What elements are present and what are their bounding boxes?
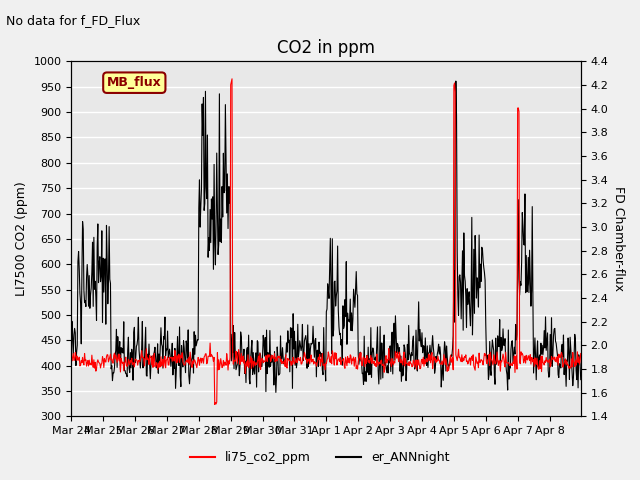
Text: MB_flux: MB_flux	[107, 76, 162, 89]
Y-axis label: LI7500 CO2 (ppm): LI7500 CO2 (ppm)	[15, 181, 28, 296]
Y-axis label: FD Chamber-flux: FD Chamber-flux	[612, 186, 625, 291]
Text: No data for f_FD_Flux: No data for f_FD_Flux	[6, 14, 141, 27]
Legend: li75_co2_ppm, er_ANNnight: li75_co2_ppm, er_ANNnight	[186, 446, 454, 469]
Title: CO2 in ppm: CO2 in ppm	[277, 39, 375, 57]
